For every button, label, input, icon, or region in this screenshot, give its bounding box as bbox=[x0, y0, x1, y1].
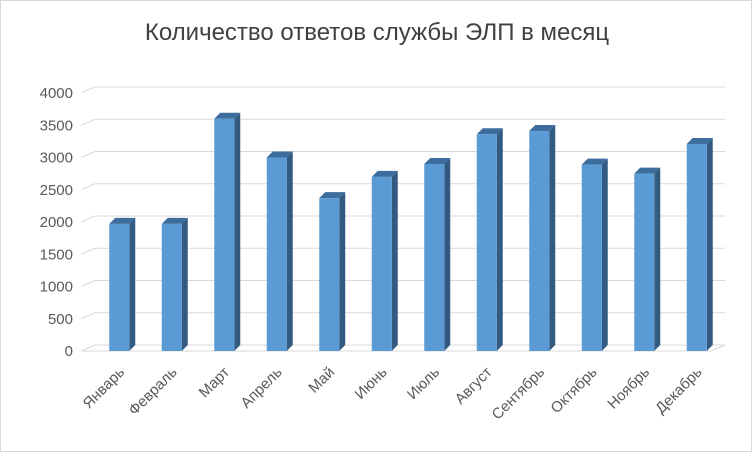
bar bbox=[161, 223, 182, 351]
x-tick-label: Июль bbox=[404, 364, 443, 403]
bar-side bbox=[706, 137, 713, 351]
bar-side bbox=[601, 158, 608, 351]
bar-top bbox=[634, 167, 661, 174]
x-tick-label: Февраль bbox=[125, 364, 180, 419]
x-tick-label: Июнь bbox=[352, 364, 391, 403]
bar bbox=[371, 176, 392, 351]
y-tick-label: 3000 bbox=[40, 150, 73, 167]
bar-side bbox=[654, 167, 661, 351]
gridline bbox=[80, 312, 725, 320]
x-tick-label: Август bbox=[452, 364, 496, 408]
y-tick-label: 3500 bbox=[40, 117, 73, 134]
y-tick-label: 1000 bbox=[40, 279, 73, 296]
y-tick-label: 500 bbox=[48, 311, 73, 328]
gridline bbox=[80, 344, 725, 352]
bar-side bbox=[129, 217, 136, 351]
gridline bbox=[80, 215, 725, 223]
bar bbox=[634, 173, 655, 351]
x-tick-label: Январь bbox=[80, 364, 129, 413]
y-tick-label: 2500 bbox=[40, 182, 73, 199]
bar-side bbox=[444, 157, 451, 351]
bar-top bbox=[581, 158, 608, 165]
bar-side bbox=[549, 125, 556, 352]
bar bbox=[529, 131, 550, 351]
y-tick-label: 0 bbox=[65, 343, 73, 360]
bar bbox=[581, 164, 602, 351]
bar-top bbox=[686, 137, 713, 144]
x-tick-label: Сентябрь bbox=[489, 364, 549, 424]
bar-side bbox=[391, 170, 398, 351]
bar-side bbox=[286, 151, 293, 351]
bar bbox=[109, 223, 130, 351]
x-tick-label: Октябрь bbox=[547, 364, 600, 417]
floor-edge bbox=[81, 344, 726, 352]
gridline bbox=[80, 151, 725, 158]
bar-side bbox=[339, 192, 346, 351]
y-tick-label: 4000 bbox=[40, 85, 73, 102]
bar-top bbox=[161, 217, 188, 224]
bar bbox=[476, 134, 497, 351]
bar-top bbox=[266, 151, 293, 158]
gridline bbox=[80, 86, 725, 94]
bar-top bbox=[424, 157, 451, 164]
gridline bbox=[80, 118, 725, 126]
x-tick-label: Март bbox=[196, 364, 233, 401]
x-tick-label: Апрель bbox=[238, 364, 286, 412]
bar-side bbox=[234, 112, 241, 351]
x-tick-label: Декабрь bbox=[652, 364, 706, 418]
bar-top bbox=[476, 128, 503, 135]
bar-side bbox=[496, 128, 503, 351]
chart-title: Количество ответов службы ЭЛП в месяц bbox=[144, 19, 610, 46]
bar bbox=[319, 198, 340, 351]
bar-top bbox=[371, 170, 398, 177]
bar-top bbox=[109, 217, 136, 224]
bar-side bbox=[181, 217, 188, 351]
bar bbox=[686, 143, 707, 351]
gridline bbox=[80, 280, 725, 287]
bar bbox=[266, 157, 287, 351]
bar bbox=[214, 118, 235, 351]
y-tick-label: 2000 bbox=[40, 214, 73, 231]
gridline bbox=[80, 183, 725, 191]
bar-top bbox=[214, 112, 241, 119]
bar bbox=[424, 163, 445, 351]
y-tick-label: 1500 bbox=[40, 246, 73, 263]
x-tick-label: Май bbox=[305, 364, 338, 397]
gridline bbox=[80, 247, 725, 255]
bar-top bbox=[319, 192, 346, 199]
x-tick-label: Ноябрь bbox=[604, 364, 653, 413]
bar-top bbox=[529, 125, 556, 132]
